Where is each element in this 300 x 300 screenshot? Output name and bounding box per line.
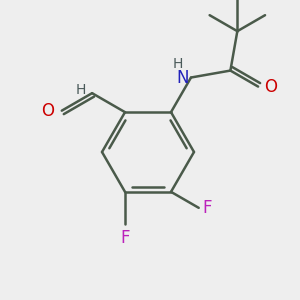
- Text: O: O: [264, 78, 277, 96]
- Text: O: O: [41, 102, 54, 120]
- Text: H: H: [76, 83, 86, 97]
- Text: F: F: [120, 229, 130, 247]
- Text: H: H: [173, 56, 183, 70]
- Text: N: N: [176, 68, 189, 86]
- Text: F: F: [203, 199, 212, 217]
